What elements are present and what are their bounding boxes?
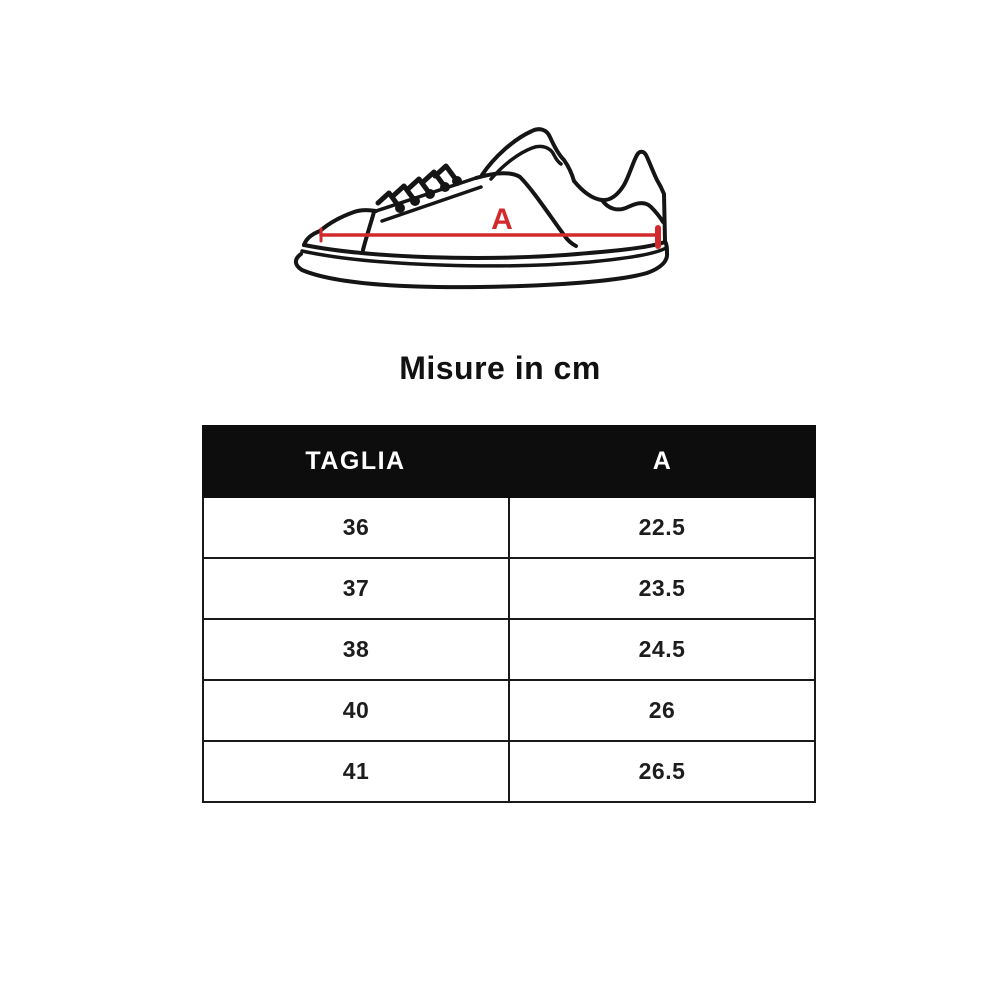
table-body: 36 22.5 37 23.5 38 24.5 40 26 41 26.5: [202, 498, 816, 803]
shoe-diagram: A: [290, 98, 690, 298]
shoe-tongue-outline: [480, 127, 576, 183]
shoe-midsole-line: [300, 246, 668, 268]
shoe-heel-patch-wave: [600, 198, 665, 224]
measure-label-a: A: [491, 203, 513, 236]
shoe-tongue-inner-line: [489, 144, 563, 181]
shoe-quarter-panel: [474, 171, 578, 248]
shoe-eyelet-stay-bottom: [380, 185, 483, 223]
measure-cell: 26.5: [638, 758, 686, 784]
size-cell: 38: [204, 620, 510, 679]
measure-cell: 22.5: [638, 514, 686, 540]
shoe-outsole: [293, 251, 670, 290]
sneaker-line-art-icon: A: [293, 127, 670, 290]
shoe-collar-heel-tab: [572, 149, 667, 243]
size-cell: 36: [204, 498, 510, 557]
shoe-heel-sole-edge: [663, 239, 669, 255]
table-row: 40 26: [204, 681, 814, 742]
shoe-eyelet-dots: [395, 176, 462, 213]
shoe-toe-front: [302, 229, 322, 247]
table-header-row: TAGLIA A: [202, 425, 816, 498]
table-row: 37 23.5: [204, 559, 814, 620]
shoe-sole-top-line: [302, 240, 667, 260]
table-row: 38 24.5: [204, 620, 814, 681]
size-table: TAGLIA A 36 22.5 37 23.5 38 24.5 40 26 4…: [202, 425, 816, 803]
measurement-line: [319, 225, 661, 249]
page-title: Misure in cm: [399, 350, 601, 386]
header-cell-a: A: [652, 447, 673, 475]
size-cell: 41: [204, 742, 510, 801]
measure-cell: 26: [648, 697, 676, 723]
shoe-toe-outline: [318, 208, 378, 233]
shoe-laces: [375, 163, 460, 211]
size-cell: 40: [204, 681, 510, 740]
measure-cell: 23.5: [638, 575, 686, 601]
size-cell: 37: [204, 559, 510, 618]
measure-cell: 24.5: [638, 636, 686, 662]
shoe-vamp-seam: [361, 210, 376, 252]
table-row: 41 26.5: [204, 742, 814, 803]
table-row: 36 22.5: [204, 498, 814, 559]
header-cell-taglia: TAGLIA: [305, 447, 406, 475]
